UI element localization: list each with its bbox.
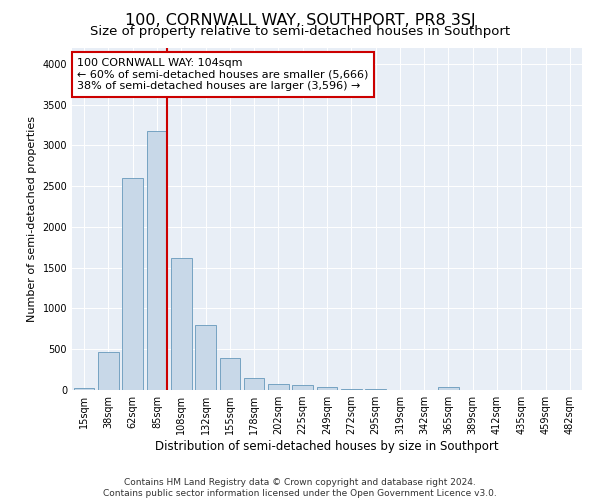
Text: Contains HM Land Registry data © Crown copyright and database right 2024.
Contai: Contains HM Land Registry data © Crown c… [103,478,497,498]
Bar [365,389,386,390]
Bar [98,352,119,390]
Y-axis label: Number of semi-detached properties: Number of semi-detached properties [27,116,37,322]
Bar [74,388,94,390]
Bar [341,388,362,390]
Bar [292,384,313,390]
Bar [122,178,143,390]
Text: 100 CORNWALL WAY: 104sqm
← 60% of semi-detached houses are smaller (5,666)
38% o: 100 CORNWALL WAY: 104sqm ← 60% of semi-d… [77,58,368,91]
Bar [220,358,240,390]
Bar [195,325,216,390]
Bar [268,384,289,390]
X-axis label: Distribution of semi-detached houses by size in Southport: Distribution of semi-detached houses by … [155,440,499,453]
Bar [146,130,167,390]
Bar [317,386,337,390]
Bar [244,378,265,390]
Text: Size of property relative to semi-detached houses in Southport: Size of property relative to semi-detach… [90,25,510,38]
Text: 100, CORNWALL WAY, SOUTHPORT, PR8 3SJ: 100, CORNWALL WAY, SOUTHPORT, PR8 3SJ [125,12,475,28]
Bar [171,258,191,390]
Bar [438,386,459,390]
